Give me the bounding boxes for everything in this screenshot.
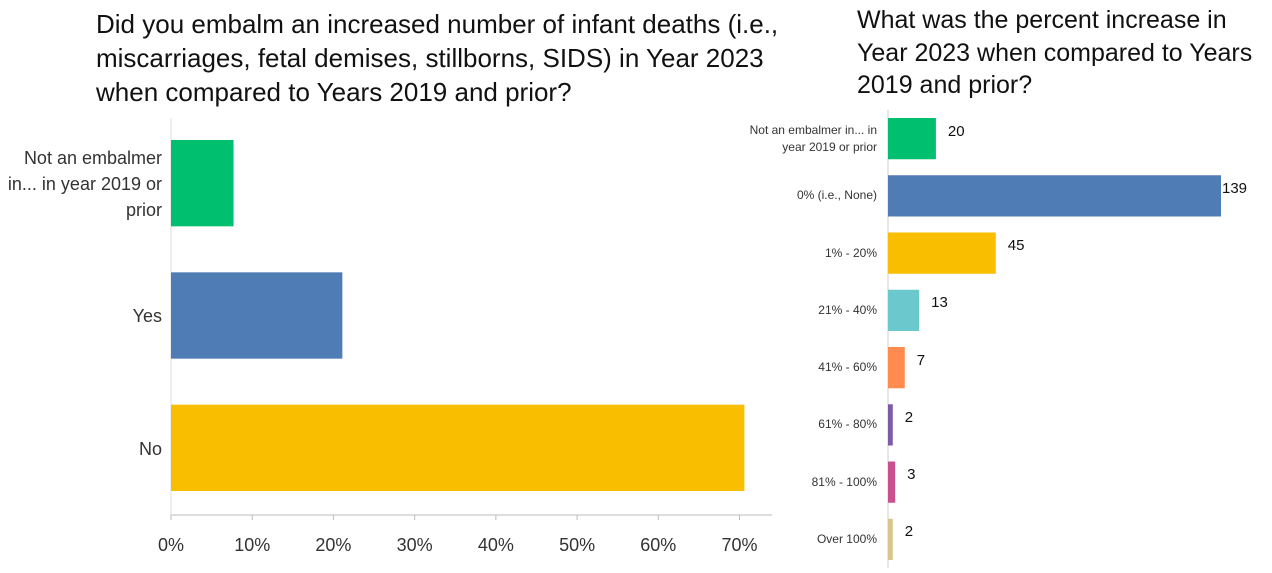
bar	[888, 289, 920, 331]
value-label: 2	[904, 523, 914, 541]
x-tick-label: 10%	[234, 535, 271, 555]
y-tick-label: 41% - 60%	[818, 360, 877, 375]
y-tick-label: Over 100%	[816, 531, 877, 546]
value-label: 45	[1007, 237, 1025, 255]
bar	[888, 404, 893, 446]
value-label: 13	[931, 294, 948, 312]
chart-title: What was the percent increase in Year 20…	[857, 6, 1253, 99]
y-tick-label: 1% - 20%	[824, 245, 877, 260]
value-label: 139	[1222, 179, 1248, 197]
bar	[888, 461, 896, 503]
x-tick-label: 40%	[477, 535, 514, 555]
x-tick-label: 20%	[315, 535, 352, 555]
y-tick-label: Not an embalmer in... in year 2019 or pr…	[749, 122, 877, 154]
value-label: 7	[916, 351, 926, 369]
value-label: 20	[947, 122, 965, 140]
value-label: 3	[907, 466, 916, 484]
bar	[888, 347, 905, 389]
y-tick-label: 21% - 40%	[818, 302, 877, 317]
x-tick-label: 60%	[640, 535, 677, 555]
y-tick-label: 0% (i.e., None)	[796, 188, 877, 203]
x-tick-label: 50%	[559, 535, 596, 555]
bar	[171, 140, 234, 227]
x-tick-label: 0%	[157, 535, 184, 555]
y-tick-label: 61% - 80%	[818, 417, 877, 432]
value-label: 2	[904, 408, 914, 426]
bar	[171, 404, 745, 491]
chart-title: Did you embalm an increased number of in…	[96, 9, 779, 107]
y-tick-label: Not an embalmer in... in year 2019 or pr…	[7, 148, 162, 221]
bar	[888, 232, 996, 274]
bar	[171, 272, 343, 359]
y-tick-label: 81% - 100%	[811, 474, 877, 489]
y-tick-label: Yes	[132, 306, 162, 327]
x-tick-label: 70%	[721, 535, 758, 555]
bar	[888, 175, 1221, 217]
bar	[888, 118, 936, 160]
y-tick-label: No	[138, 438, 162, 459]
x-tick-label: 30%	[396, 535, 433, 555]
bar	[888, 518, 893, 560]
